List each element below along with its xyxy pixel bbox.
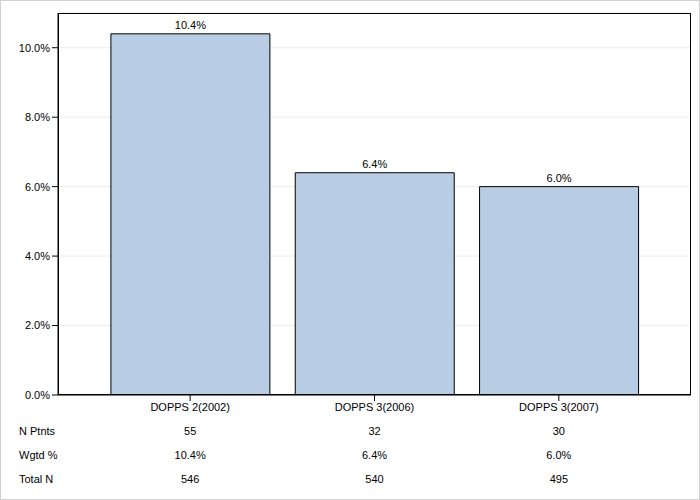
html-text:6.0%: 6.0% <box>546 449 572 461</box>
svg-text:4.0%: 4.0% <box>25 250 50 262</box>
svg-text:6.0%: 6.0% <box>547 172 572 184</box>
html-text:495: 495 <box>549 473 568 485</box>
svg-text:DOPPS 2(2002): DOPPS 2(2002) <box>150 401 229 413</box>
svg-text:0.0%: 0.0% <box>25 389 50 401</box>
html-text:546: 546 <box>181 473 200 485</box>
svg-text:10.4%: 10.4% <box>175 19 206 31</box>
html-text:6.4%: 6.4% <box>362 449 387 461</box>
svg-text:2.0%: 2.0% <box>25 319 50 331</box>
html-text:32: 32 <box>368 425 381 437</box>
html-text:Total N: Total N <box>19 473 54 485</box>
svg-text:DOPPS 3(2006): DOPPS 3(2006) <box>335 401 414 413</box>
html-text:N Ptnts: N Ptnts <box>19 425 56 437</box>
svg-text:8.0%: 8.0% <box>25 111 50 123</box>
svg-text:6.0%: 6.0% <box>25 181 50 193</box>
html-text:30: 30 <box>552 425 565 437</box>
html-text:Wgtd %: Wgtd % <box>19 449 58 461</box>
svg-text:DOPPS 3(2007): DOPPS 3(2007) <box>519 401 598 413</box>
svg-text:6.4%: 6.4% <box>362 158 387 170</box>
html-text:540: 540 <box>365 473 384 485</box>
html-text:55: 55 <box>184 425 197 437</box>
svg-text:10.0%: 10.0% <box>19 42 50 54</box>
html-text:10.4%: 10.4% <box>174 449 206 461</box>
